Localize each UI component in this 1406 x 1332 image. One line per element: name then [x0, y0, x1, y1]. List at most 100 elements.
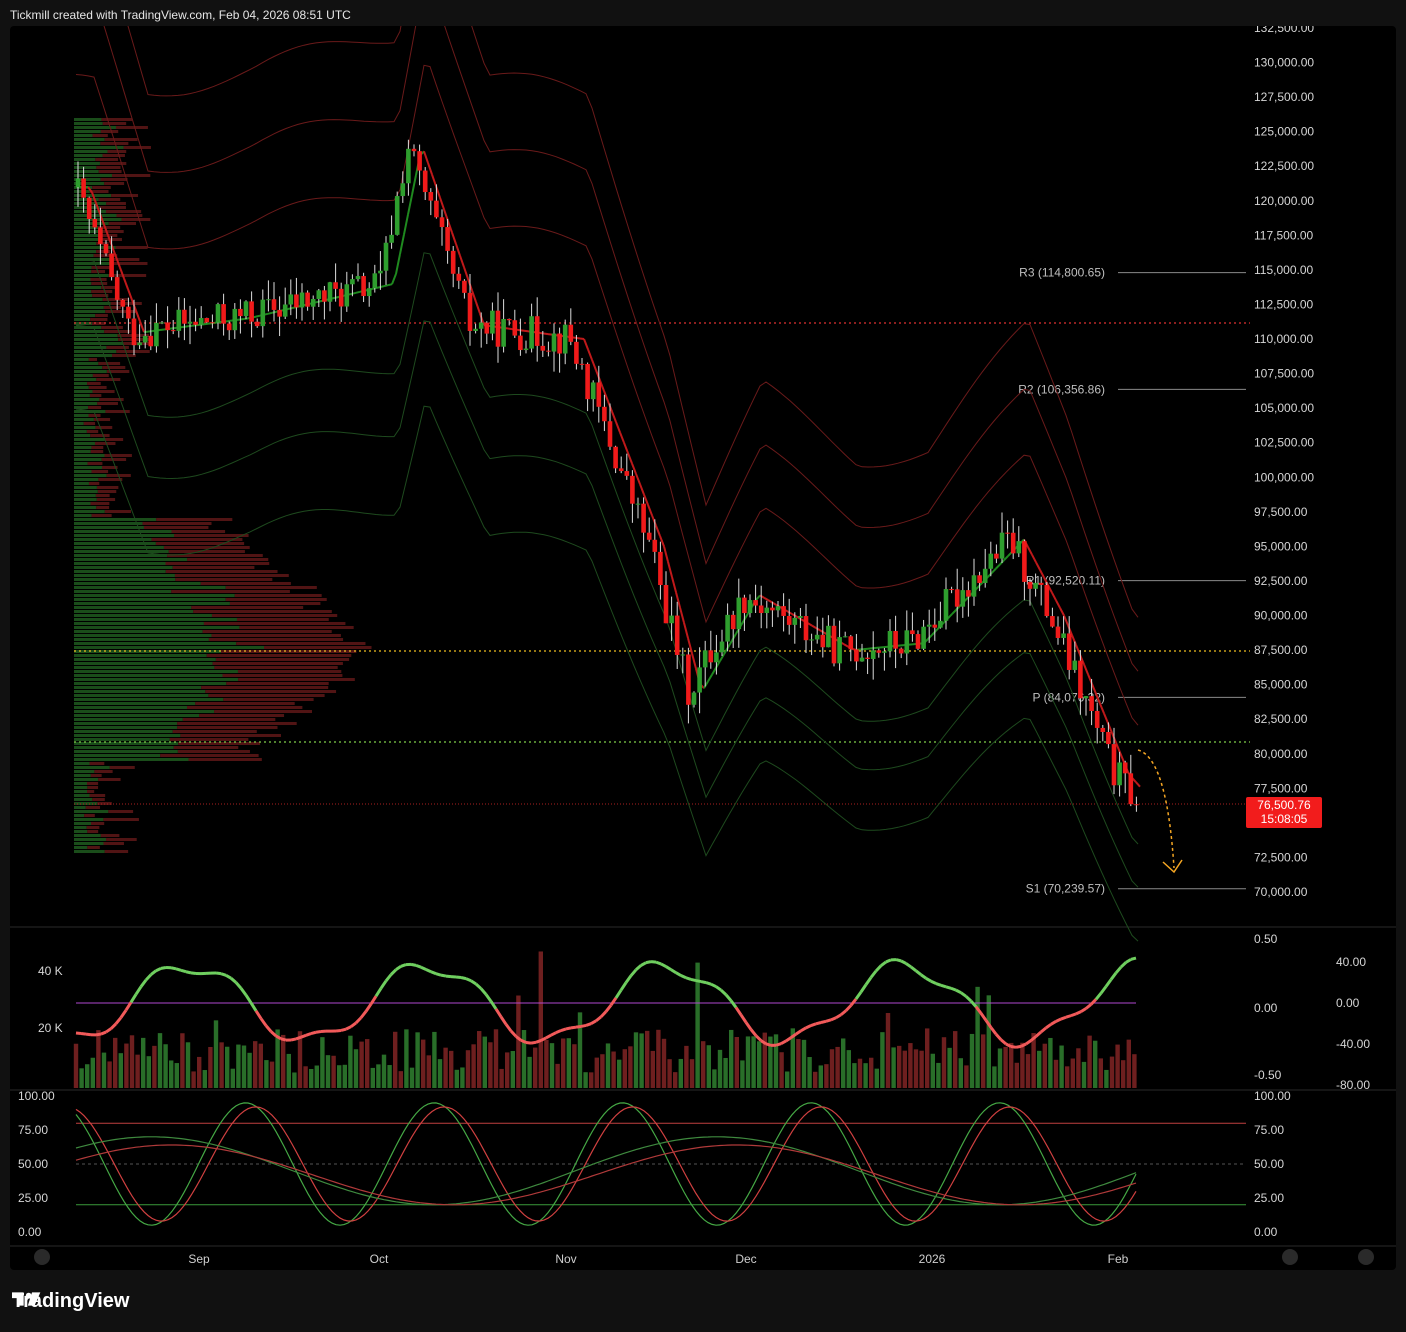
vp-bar-up [74, 386, 89, 389]
volume-bar [269, 1061, 275, 1088]
vp-bar-up [74, 626, 240, 629]
oscillator-segment [1119, 961, 1128, 969]
candle-body [1044, 584, 1050, 617]
volume-bar [1048, 1037, 1053, 1088]
volume-bar [695, 962, 700, 1088]
oscillator-segment [315, 1029, 322, 1034]
vp-bar-down [104, 454, 132, 457]
candle-body [210, 322, 215, 324]
auto-scale-button[interactable] [1282, 1249, 1298, 1265]
oscillator-segment [504, 1023, 513, 1032]
oscillator-segment [545, 1033, 552, 1040]
oscillator-segment [369, 995, 378, 1005]
candle-body [417, 151, 422, 171]
moving-average-segment [227, 319, 233, 323]
oscillator-segment [680, 974, 687, 980]
vp-bar-down [96, 498, 116, 501]
candle-body [316, 290, 322, 299]
candle-body [506, 318, 512, 321]
vp-bar-up [74, 370, 107, 373]
vp-bar-down [90, 774, 102, 777]
candle-body [943, 589, 949, 621]
vp-bar-up [74, 290, 92, 293]
oscillator-segment [685, 976, 692, 981]
candle-body [126, 306, 131, 319]
vp-bar-down [112, 354, 136, 357]
vp-bar-up [74, 466, 102, 469]
candle-body [1100, 727, 1106, 732]
volume-bar [762, 1032, 767, 1088]
candle-body [294, 294, 299, 308]
volume-bar [975, 986, 980, 1088]
vp-bar-down [102, 122, 127, 125]
vp-bar-up [74, 766, 110, 769]
candle-body [243, 301, 249, 317]
volume-bar [751, 1036, 756, 1088]
candle-body [921, 626, 926, 649]
oscillator-segment [565, 1026, 572, 1031]
volume-bar [185, 1042, 191, 1088]
vp-bar-down [187, 558, 269, 561]
vp-bar-down [85, 806, 101, 809]
moving-average-segment [267, 311, 273, 315]
vp-bar-up [74, 550, 169, 553]
chart-svg[interactable]: 132,500.00 130,000.00 127,500.00 125,000.00… [10, 26, 1396, 1270]
moving-average-segment [631, 463, 637, 475]
oscillator-segment [85, 1032, 92, 1037]
moving-average-segment [615, 421, 621, 433]
b-button[interactable] [1358, 1249, 1374, 1265]
candle-body [361, 276, 366, 297]
vp-bar-up [74, 126, 116, 129]
oscillator-segment [1109, 972, 1118, 981]
vp-bar-down [86, 430, 99, 433]
vp-bar-up [74, 502, 91, 505]
volume-bar [869, 1057, 874, 1088]
moving-average-segment [583, 338, 589, 350]
oscillator-segment [254, 1009, 263, 1020]
price-tick-label: 107,500.00 [1254, 367, 1314, 381]
vp-bar-up [74, 726, 178, 729]
vp-bar-up [74, 122, 103, 125]
chart-frame[interactable]: 132,500.00 130,000.00 127,500.00 125,000.00… [10, 26, 1396, 1270]
vp-bar-up [74, 346, 107, 349]
vp-bar-up [74, 846, 88, 849]
candle-body [770, 607, 775, 611]
moving-average-segment [115, 256, 121, 268]
oscillator-segment [310, 1030, 317, 1036]
oscillator-segment [1015, 1044, 1022, 1049]
vp-bar-down [87, 830, 99, 833]
stoch-right-label: 100.00 [1254, 1089, 1291, 1103]
volume-bar [986, 995, 991, 1088]
oscillator-segment [729, 999, 738, 1009]
vp-bar-up [74, 574, 175, 577]
candle-body [333, 282, 338, 289]
moving-average-segment [703, 680, 709, 689]
candle-body [400, 183, 406, 197]
moving-average-segment [1063, 615, 1069, 626]
candle-body [92, 219, 98, 228]
candle-body [613, 446, 618, 469]
moving-average-segment [639, 483, 645, 495]
volume-bar [135, 1054, 140, 1088]
vp-bar-down [108, 222, 137, 225]
zoom-button[interactable] [34, 1249, 50, 1265]
volume-bar [650, 1050, 655, 1088]
oscillator-segment [989, 1026, 998, 1036]
vp-bar-up [74, 170, 99, 173]
candle-body [551, 333, 557, 352]
vp-bar-up [74, 830, 88, 833]
vp-bar-down [91, 282, 108, 285]
volume-bar [572, 1044, 577, 1088]
oscillator-segment [425, 968, 432, 974]
volume-bar [1121, 1060, 1126, 1088]
oscillator-segment [739, 1014, 748, 1024]
candle-body [915, 634, 921, 649]
volume-bar [443, 1047, 448, 1088]
volume-bar [734, 1036, 739, 1088]
moving-average-segment [991, 567, 997, 574]
moving-average-segment [123, 278, 129, 290]
oscillator-segment [234, 981, 243, 990]
volume-bar [303, 1066, 308, 1088]
candle-body [669, 615, 674, 624]
volume-bar [292, 1072, 297, 1088]
